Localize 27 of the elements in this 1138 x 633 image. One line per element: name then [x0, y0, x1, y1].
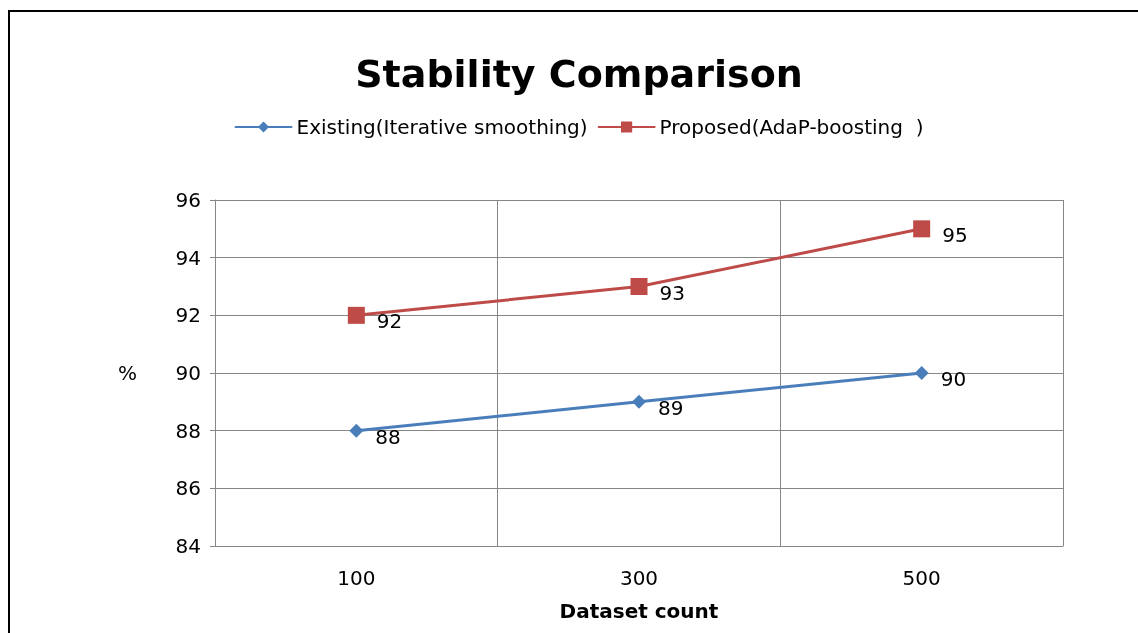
y-tick-label: 86 [175, 476, 201, 501]
x-tick-label: 100 [337, 566, 376, 590]
point [914, 366, 929, 380]
y-tick-label: 94 [175, 245, 201, 270]
point [632, 394, 646, 409]
x-tick-label: 300 [619, 566, 659, 590]
y-tick-label: 88 [175, 418, 201, 443]
y-axis-title: % [117, 361, 137, 385]
point [630, 278, 648, 295]
y-tick-label: 84 [175, 534, 201, 558]
x-axis-title: Dataset count [559, 599, 719, 623]
y-tick-label: 92 [175, 303, 201, 328]
y-tick-label: 96 [175, 188, 201, 212]
chart-title: Stability Comparison [355, 52, 803, 96]
data-label: 90 [940, 367, 967, 391]
y-tick-label: 90 [175, 361, 201, 385]
data-label: 95 [942, 222, 968, 247]
legend-label: Existing(Iterative smoothing) [296, 115, 588, 139]
point [349, 423, 364, 438]
point [347, 306, 365, 324]
data-label: 88 [375, 424, 401, 449]
data-label: 92 [376, 309, 403, 334]
x-tick-label: 500 [902, 566, 941, 590]
data-label: 93 [659, 280, 685, 305]
legend-label: Proposed(AdaP-boosting ) [659, 115, 924, 139]
point [913, 220, 931, 238]
data-label: 89 [658, 395, 684, 420]
